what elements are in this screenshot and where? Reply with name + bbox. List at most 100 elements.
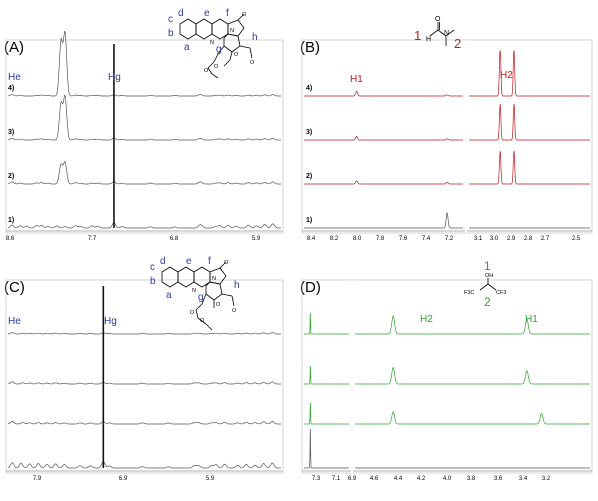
- structure-number-2: 2: [484, 295, 491, 309]
- x-tick-label: 3.4: [519, 476, 528, 482]
- structure-atom-f3c: F3C: [464, 290, 474, 296]
- x-tick-label: 5.9: [206, 476, 215, 482]
- x-tick-label: 4.4: [394, 476, 403, 482]
- spectrum-trace-3-seg-1: [7, 160, 281, 185]
- panel-b: (B) 8.4 8.2 8.0 7.8 7.6 7.4 7.2 3.1 3.0 2.9 2.8 2.7…: [300, 16, 593, 242]
- structure-number-1: 1: [414, 28, 421, 43]
- structure-letter-c: c: [168, 14, 173, 25]
- spectrum-trace-2-seg-1: [7, 94, 281, 141]
- x-tick-label: 4.2: [417, 476, 426, 482]
- structure-letter-e: e: [186, 256, 192, 267]
- structure-letter-g: g: [198, 292, 204, 303]
- structure-atom-n2: N: [212, 276, 216, 282]
- structure-atom-o3: O: [216, 302, 221, 308]
- trace-label: 3): [306, 129, 312, 136]
- spectrum-trace-2-seg-1: [304, 365, 349, 385]
- panel-a-frame: [5, 39, 284, 234]
- panel-d-traces: [304, 312, 590, 469]
- panel-a-structure: c d b a e f g h N N O O O O O: [168, 8, 258, 79]
- peak-label-h2: H2: [420, 314, 433, 325]
- x-tick-label: 2.9: [507, 236, 516, 242]
- panel-d-peak-labels: H2 H1: [420, 314, 538, 325]
- peak-label-hg: Hg: [104, 316, 117, 327]
- peak-label-h1: H1: [350, 74, 363, 85]
- structure-atom-h: H: [426, 36, 431, 43]
- structure-atom-o1: O: [224, 260, 229, 266]
- structure-atom-o5: O: [200, 318, 205, 324]
- structure-letter-h: h: [252, 32, 258, 43]
- x-tick-label: 3.6: [494, 476, 503, 482]
- x-tick-label: 7.2: [445, 236, 454, 242]
- structure-number-2: 2: [454, 36, 461, 51]
- structure-letter-c: c: [150, 262, 155, 273]
- spectrum-trace-2-seg-1: [7, 381, 281, 385]
- x-tick-label: 3.1: [474, 236, 483, 242]
- structure-atom-o1: O: [242, 12, 247, 18]
- panel-b-frame: [301, 39, 593, 234]
- x-tick-label: 8.0: [353, 236, 362, 242]
- panel-b-structure: 1 2 H O N: [414, 16, 461, 51]
- spectrum-trace-1-seg-2: [355, 315, 590, 335]
- x-tick-label: 6.9: [119, 476, 128, 482]
- spectrum-trace-2-seg-1: [304, 136, 463, 141]
- structure-letter-d: d: [160, 256, 166, 267]
- structure-atom-n2: N: [230, 28, 234, 34]
- x-tick-label: 7.9: [33, 476, 42, 482]
- x-tick-label: 8.6: [6, 236, 15, 242]
- trace-label: 1): [8, 217, 14, 224]
- structure-letter-g: g: [216, 44, 222, 55]
- panel-b-ticks: 8.4 8.2 8.0 7.8 7.6 7.4 7.2 3.1 3.0 2.9 2.8 2.7 2.5: [307, 236, 581, 242]
- x-tick-label: 5.9: [252, 236, 261, 242]
- structure-letter-a: a: [184, 42, 190, 53]
- panel-a-traces: [7, 30, 281, 229]
- panel-c: (C) 7.9 6.9 5.9 He Hg c: [4, 256, 284, 482]
- structure-atom-o3: O: [234, 52, 239, 58]
- x-tick-label: 2.7: [541, 236, 550, 242]
- trace-label: 4): [306, 85, 312, 92]
- trace-label: 3): [8, 129, 14, 136]
- structure-letter-e: e: [204, 8, 210, 19]
- structure-letter-f: f: [208, 256, 211, 267]
- spectrum-trace-3-seg-1: [304, 180, 463, 185]
- spectrum-trace-3-seg-1: [304, 402, 349, 425]
- panel-a: (A) 8.6 7.7 6.8 5.9 He Hg 4) 3) 2) 1): [4, 8, 284, 242]
- spectrum-trace-1-seg-1: [304, 90, 463, 97]
- spectrum-trace-1-seg-2: [469, 50, 590, 97]
- trace-label: 2): [8, 173, 14, 180]
- panel-b-peak-labels: H1 H2: [350, 70, 513, 85]
- peak-label-h2: H2: [500, 70, 513, 81]
- x-tick-label: 7.6: [399, 236, 408, 242]
- panel-b-traces: [304, 50, 590, 229]
- panel-d: (D) 7.3 7.1 6.9 4.6 4.4 4.2 4.0 3.8 3.6 3.4 3.2 H2…: [300, 259, 593, 482]
- trace-label: 2): [306, 173, 312, 180]
- structure-atom-n1: N: [210, 40, 214, 46]
- x-tick-label: 7.1: [332, 476, 341, 482]
- panel-c-traces: [7, 286, 281, 469]
- peak-label-hg: Hg: [108, 72, 121, 83]
- structure-number-1: 1: [484, 259, 491, 273]
- panel-c-ticks: 7.9 6.9 5.9: [33, 476, 215, 482]
- panel-d-ticks: 7.3 7.1 6.9 4.6 4.4 4.2 4.0 3.8 3.6 3.4 3.2: [312, 476, 551, 482]
- x-tick-label: 7.3: [312, 476, 321, 482]
- structure-atom-n: N: [444, 30, 449, 37]
- spectrum-trace-3-seg-1: [7, 421, 281, 425]
- x-tick-label: 7.8: [376, 236, 385, 242]
- panel-d-letter: (D): [300, 279, 321, 296]
- panel-b-letter: (B): [300, 39, 320, 56]
- panel-a-peak-labels: He Hg: [8, 72, 121, 83]
- x-tick-label: 4.0: [443, 476, 452, 482]
- spectrum-trace-2-seg-2: [469, 103, 590, 141]
- spectrum-trace-1-seg-1: [7, 30, 281, 97]
- structure-letter-b: b: [168, 28, 174, 39]
- x-tick-label: 2.5: [572, 236, 581, 242]
- peak-label-he: He: [8, 316, 21, 327]
- x-tick-label: 2.8: [524, 236, 533, 242]
- x-tick-label: 3.0: [490, 236, 499, 242]
- structure-atom-cf3: CF3: [496, 290, 506, 296]
- panel-c-letter: (C): [4, 279, 25, 296]
- structure-letter-f: f: [226, 8, 229, 19]
- structure-atom-n1: N: [192, 288, 196, 294]
- structure-atom-o: O: [435, 16, 441, 23]
- peak-label-h1: H1: [525, 314, 538, 325]
